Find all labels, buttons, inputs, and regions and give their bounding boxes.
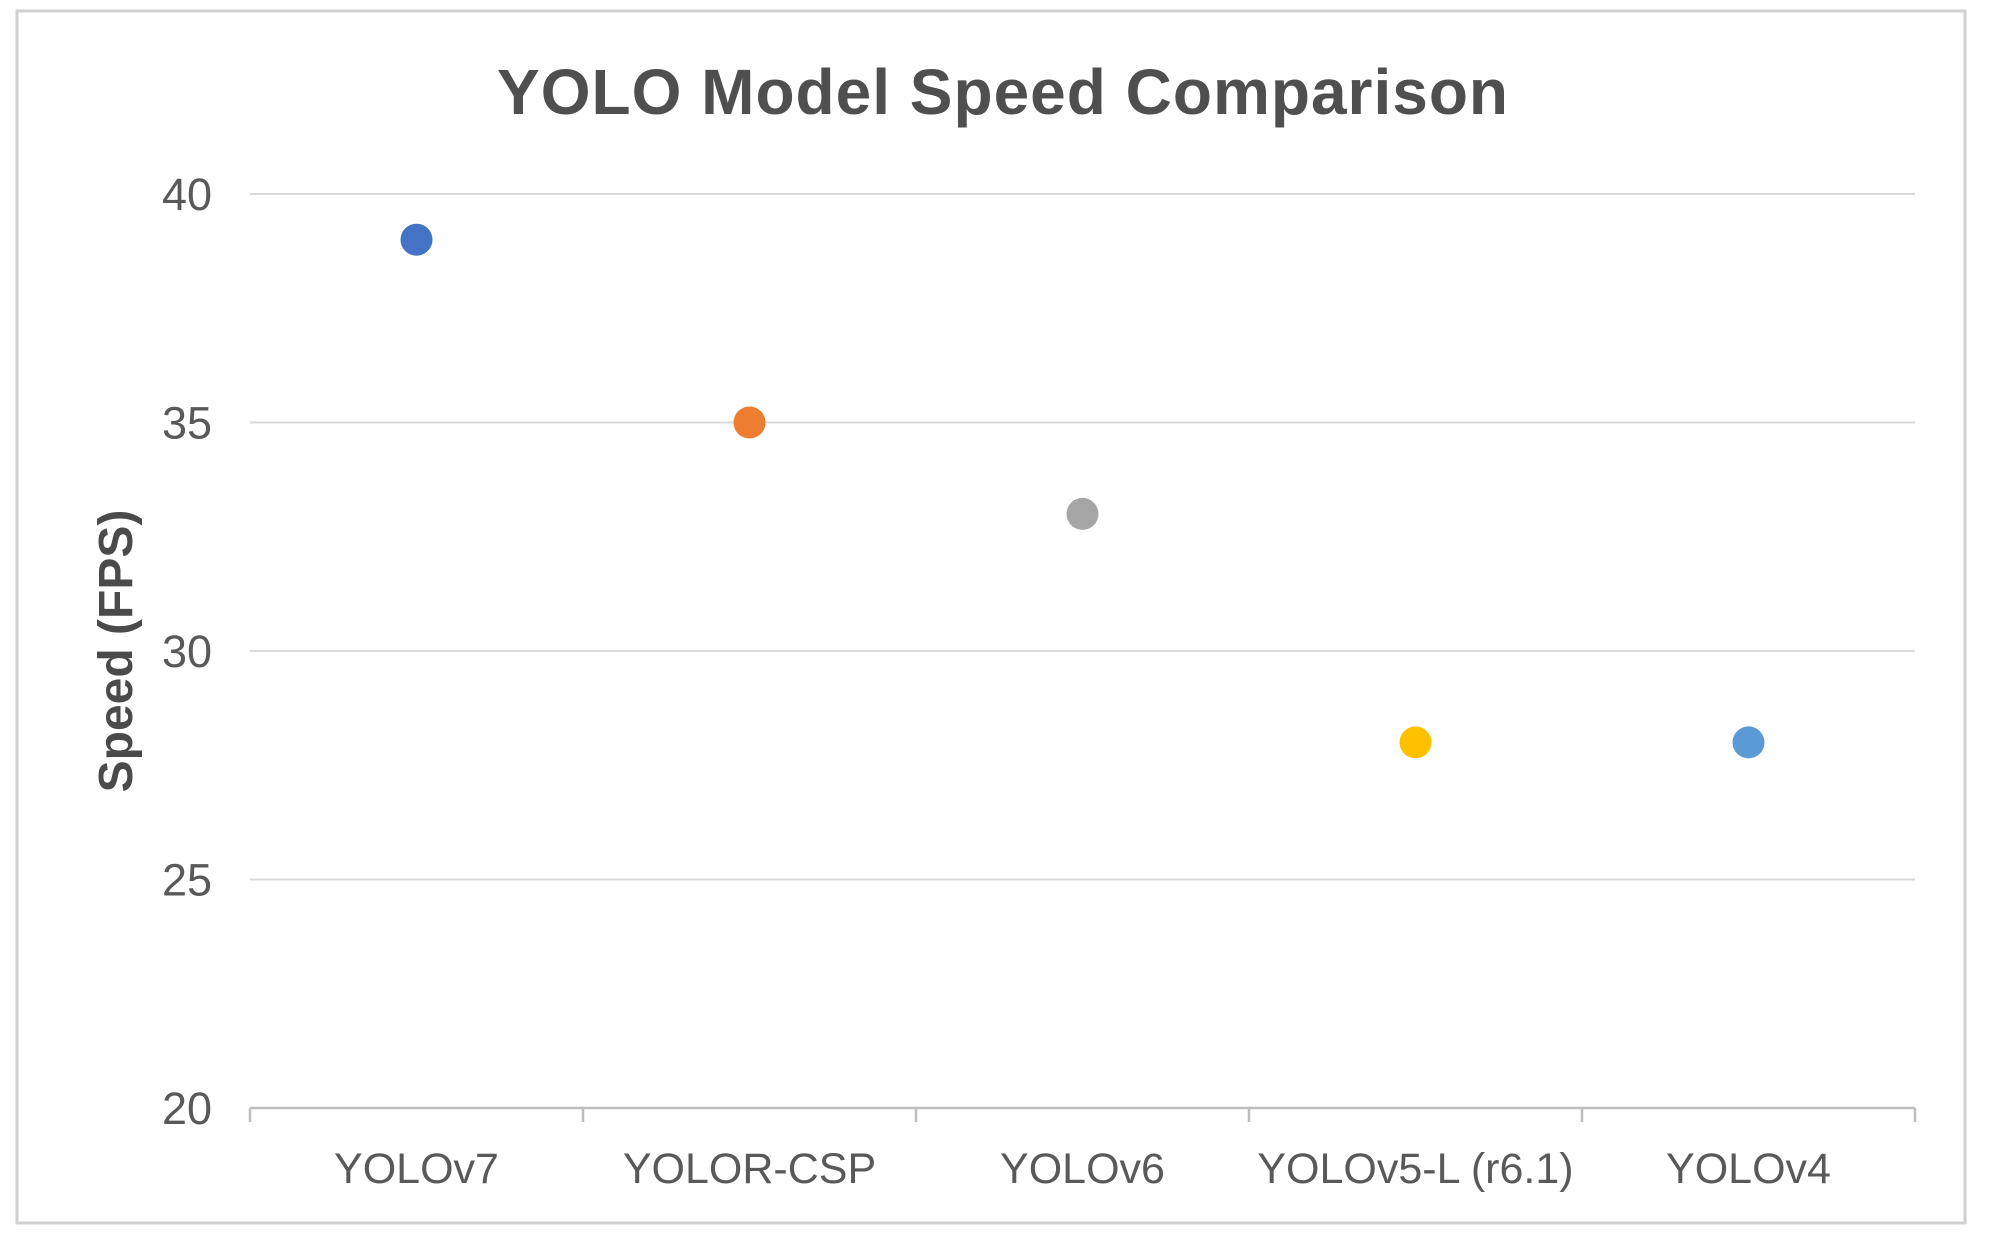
data-point-yolov6 — [1066, 497, 1099, 530]
x-category-label-yolov6: YOLOv6 — [1000, 1145, 1165, 1193]
x-axis — [248, 1106, 1917, 1122]
y-tick-label-35: 35 — [162, 398, 212, 449]
data-point-yolor-csp — [733, 406, 766, 439]
chart-area-frame — [15, 9, 1967, 1225]
y-tick-label-25: 25 — [162, 855, 212, 906]
y-tick-label-20: 20 — [162, 1083, 212, 1134]
y-axis-title: Speed (FPS) — [90, 510, 143, 793]
chart-title: YOLO Model Speed Comparison — [497, 56, 1509, 128]
x-category-label-yolov4: YOLOv4 — [1666, 1145, 1831, 1193]
x-category-label-yolor-csp: YOLOR-CSP — [623, 1145, 876, 1193]
x-category-label-yolov7: YOLOv7 — [334, 1145, 499, 1193]
data-point-yolov4 — [1732, 726, 1765, 759]
x-category-labels: YOLOv7 YOLOR-CSP YOLOv6 YOLOv5-L (r6.1) YOLO… — [334, 1145, 1831, 1193]
y-tick-label-30: 30 — [162, 626, 212, 677]
data-point-yolov5-l-r6-1 — [1399, 726, 1432, 759]
gridlines — [250, 193, 1915, 881]
data-point-yolov7 — [400, 223, 433, 256]
y-tick-label-40: 40 — [162, 169, 212, 220]
y-tick-labels: 20 25 30 35 40 — [162, 169, 212, 1134]
x-category-label-yolov5-l-r6-1: YOLOv5-L (r6.1) — [1257, 1145, 1573, 1193]
data-points — [400, 223, 1765, 759]
